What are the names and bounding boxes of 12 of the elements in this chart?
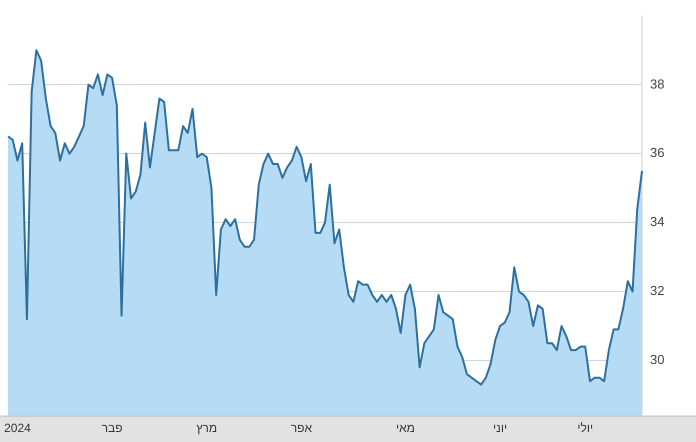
y-tick-label: 32 bbox=[650, 283, 664, 298]
x-tick-label: מאי bbox=[396, 421, 415, 436]
y-tick-label: 38 bbox=[650, 76, 664, 92]
x-tick-label: יוני bbox=[493, 421, 508, 436]
y-tick-label: 34 bbox=[650, 214, 664, 230]
x-tick-label: מרץ bbox=[196, 421, 218, 436]
x-tick-label: פבר bbox=[102, 421, 123, 436]
x-tick-label: 2024 bbox=[4, 421, 32, 436]
y-tick-label: 36 bbox=[650, 145, 664, 160]
x-tick-label: אפר bbox=[290, 421, 312, 436]
y-tick-label: 30 bbox=[650, 352, 664, 368]
x-tick-label: יולי bbox=[577, 421, 594, 436]
